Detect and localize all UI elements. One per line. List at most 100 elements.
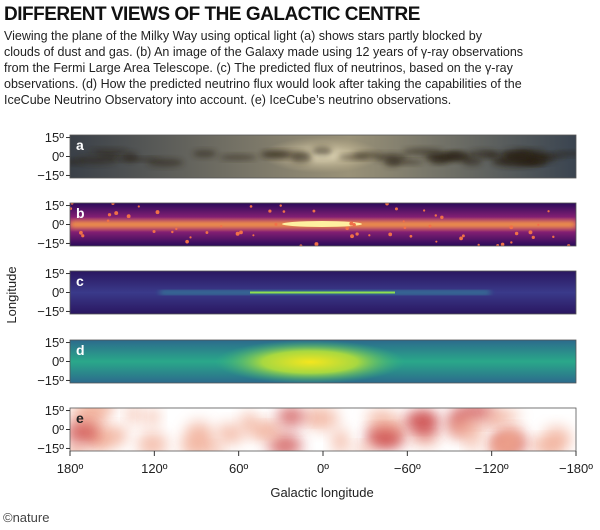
- x-axis-label: Galactic longitude: [270, 485, 373, 500]
- panel-label: a: [76, 137, 84, 153]
- credit: ©nature: [3, 510, 49, 525]
- dust: [373, 153, 409, 162]
- panel-label: d: [76, 342, 85, 358]
- source: [239, 230, 243, 235]
- source: [220, 225, 223, 228]
- y-tick-label: −15º: [37, 373, 64, 388]
- source: [70, 203, 74, 205]
- blob: [484, 413, 506, 426]
- dust: [444, 151, 470, 161]
- y-tick-label: 15º: [45, 266, 64, 281]
- dust: [260, 151, 290, 158]
- dust: [482, 152, 505, 158]
- source: [249, 205, 253, 208]
- y-tick-label: 0º: [52, 354, 64, 369]
- source: [409, 234, 413, 238]
- x-tick-label: −60º: [394, 461, 421, 476]
- source: [528, 230, 533, 235]
- source: [205, 231, 209, 234]
- blob: [216, 423, 245, 445]
- source: [531, 235, 535, 240]
- dust: [429, 158, 449, 165]
- source: [345, 226, 349, 231]
- y-tick-label: 0º: [52, 285, 64, 300]
- source: [368, 234, 371, 237]
- source: [440, 215, 444, 220]
- source: [171, 230, 174, 234]
- dust: [75, 156, 118, 165]
- y-tick-label: 15º: [45, 335, 64, 350]
- x-tick-label: 180º: [57, 461, 84, 476]
- panel-image: [70, 203, 576, 246]
- title: DIFFERENT VIEWS OF THE GALACTIC CENTRE: [4, 4, 420, 25]
- y-tick-label: −15º: [37, 168, 64, 183]
- source: [152, 229, 156, 234]
- source: [126, 214, 131, 219]
- y-tick-label: 0º: [52, 149, 64, 164]
- source: [106, 219, 110, 223]
- x-tick-label: 120º: [141, 461, 168, 476]
- panel-image: [70, 340, 576, 383]
- core: [215, 340, 405, 383]
- y-tick-label: 15º: [45, 130, 64, 145]
- dust: [219, 154, 258, 161]
- blob: [367, 429, 405, 450]
- blob: [210, 444, 224, 451]
- panel-image: [70, 135, 576, 178]
- y-tick-label: −15º: [37, 236, 64, 251]
- source: [402, 220, 405, 223]
- source: [79, 230, 83, 235]
- source: [299, 244, 303, 246]
- y-tick-label: 0º: [52, 217, 64, 232]
- source: [509, 225, 514, 230]
- blob: [144, 408, 160, 425]
- dust: [462, 157, 483, 166]
- source: [388, 232, 393, 237]
- blob: [248, 421, 282, 441]
- source: [114, 211, 119, 215]
- source: [70, 207, 73, 211]
- dust: [554, 151, 576, 157]
- caption-line: observations. (d) How the predicted neut…: [4, 77, 522, 91]
- source: [235, 231, 240, 236]
- source: [552, 235, 555, 239]
- source: [428, 224, 432, 228]
- source: [268, 209, 272, 213]
- blob: [185, 420, 213, 448]
- blob: [104, 426, 128, 445]
- dust: [402, 148, 444, 156]
- source: [496, 244, 500, 246]
- core: [250, 291, 395, 294]
- source: [350, 234, 354, 239]
- y-tick-label: 15º: [45, 403, 64, 418]
- blob: [331, 429, 350, 451]
- caption-line: IceCube Neutrino Observatory into accoun…: [4, 93, 451, 107]
- dust: [192, 149, 217, 158]
- source: [514, 231, 519, 236]
- x-tick-label: −180º: [559, 461, 593, 476]
- source: [111, 203, 115, 206]
- source: [423, 209, 426, 212]
- x-tick-label: 0º: [317, 461, 329, 476]
- source: [279, 204, 282, 207]
- y-tick-label: −15º: [37, 304, 64, 319]
- source: [252, 234, 255, 237]
- source: [312, 209, 316, 213]
- dust: [112, 157, 161, 162]
- y-tick-label: −15º: [37, 441, 64, 456]
- source: [459, 236, 463, 241]
- source: [394, 207, 398, 211]
- y-tick-label: 0º: [52, 422, 64, 437]
- source: [107, 213, 112, 217]
- core: [282, 221, 362, 227]
- dust: [290, 153, 312, 163]
- source: [385, 203, 389, 206]
- y-axis-label: Longitude: [4, 266, 19, 323]
- caption-line: from the Fermi Large Area Telescope. (c)…: [4, 61, 514, 75]
- blob: [448, 418, 486, 441]
- source: [175, 227, 178, 231]
- panel-label: b: [76, 205, 85, 221]
- source: [314, 242, 319, 246]
- source: [282, 210, 286, 213]
